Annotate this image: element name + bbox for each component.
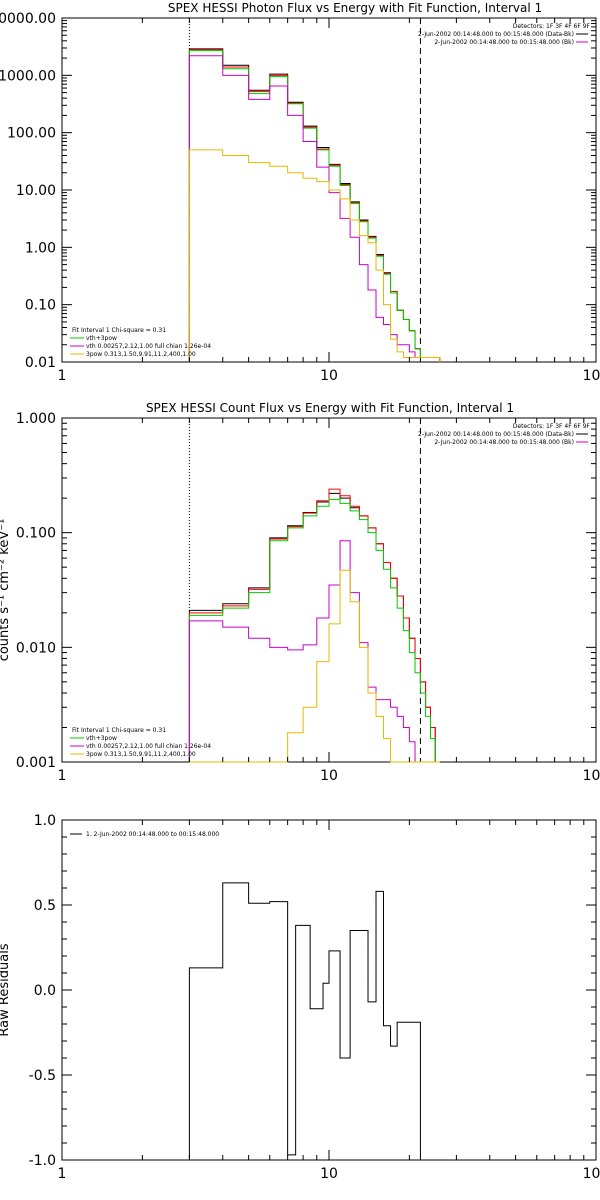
photon-flux-series-3 xyxy=(188,55,441,362)
count-flux-title: SPEX HESSI Count Flux vs Energy with Fit… xyxy=(146,401,514,415)
photon-flux-legend-title: Fit Interval 1 Chi-square = 0.31 xyxy=(72,327,166,334)
count-flux-legend-title: Fit Interval 1 Chi-square = 0.31 xyxy=(72,727,166,734)
residuals-marks xyxy=(188,882,421,1160)
residuals-xtick-label: 100 xyxy=(583,1166,600,1182)
count-flux-info: Detectors: 1F 3F 4F 6F 9F 2-Jun-2002 00:… xyxy=(418,423,591,446)
count-flux-legend-label-2: vth+3pow xyxy=(86,735,117,742)
photon-flux-info-line-0: Detectors: 1F 3F 4F 6F 9F xyxy=(513,23,591,30)
photon-flux-ytick-label: 0000.00 xyxy=(0,11,56,27)
photon-flux-series-4 xyxy=(188,149,441,362)
photon-flux-xtick-label: 10 xyxy=(320,368,338,384)
count-flux-series-1 xyxy=(188,488,440,763)
count-flux-ylabel: counts s⁻¹ cm⁻² keV⁻¹ xyxy=(0,519,12,662)
count-flux-legend: Fit Interval 1 Chi-square = 0.31 vth+3po… xyxy=(72,727,211,758)
photon-flux-ytick-label: 1.00 xyxy=(25,240,56,256)
count-flux-marks xyxy=(70,418,588,763)
photon-flux-legend-label-2: vth+3pow xyxy=(86,335,117,342)
residuals-ticks: 1 10 100 -1.0 -0.5 0.0 0.5 1.0 xyxy=(29,813,600,1182)
count-flux-xtick-label: 1 xyxy=(58,768,67,784)
photon-flux-info-line-2: 2-Jun-2002 00:14:48.000 to 00:15:48.000 … xyxy=(434,39,574,46)
count-flux-ytick-label: 1.000 xyxy=(16,411,56,427)
count-flux-series-3 xyxy=(188,540,440,763)
count-flux-info-line-1: 2-Jun-2002 00:14:48.000 to 00:15:48.000 … xyxy=(418,431,574,438)
count-flux-series-4 xyxy=(189,569,440,763)
photon-flux-ytick-label: 100.00 xyxy=(7,126,56,142)
photon-flux-series-1 xyxy=(188,49,441,362)
photon-flux-info: Detectors: 1F 3F 4F 6F 9F 2-Jun-2002 00:… xyxy=(418,23,591,46)
photon-flux-xtick-label: 100 xyxy=(583,368,600,384)
photon-flux-ytick-label: 0.10 xyxy=(25,298,56,314)
count-flux-xtick-label: 100 xyxy=(583,768,600,784)
photon-flux-legend: Fit Interval 1 Chi-square = 0.31 vth+3po… xyxy=(72,327,211,358)
residuals-legend: 1. 2-Jun-2002 00:14:48.000 to 00:15:48.0… xyxy=(70,831,219,838)
count-flux-ytick-label: 0.001 xyxy=(16,755,56,771)
photon-flux-info-line-1: 2-Jun-2002 00:14:48.000 to 00:15:48.000 … xyxy=(418,31,574,38)
residuals-legend-label: 1. 2-Jun-2002 00:14:48.000 to 00:15:48.0… xyxy=(86,831,219,838)
count-flux-panel: SPEX HESSI Count Flux vs Energy with Fit… xyxy=(0,401,600,784)
photon-flux-legend-label-3: vth 0.00257,2.12,1.00 full chian 1.26e-0… xyxy=(86,343,211,350)
residuals-ylabel: Raw Residuals xyxy=(0,943,12,1036)
photon-flux-series-0 xyxy=(188,48,441,362)
count-flux-series-0 xyxy=(188,492,440,763)
count-flux-info-line-0: Detectors: 1F 3F 4F 6F 9F xyxy=(513,423,591,430)
photon-flux-ytick-label: 1000.00 xyxy=(0,68,56,84)
count-flux-series-2 xyxy=(188,498,440,763)
photon-flux-legend-label-4: 3pow 0.313,1.50,9.91,11.2,400,1.00 xyxy=(86,351,196,358)
residuals-plot-frame xyxy=(61,819,597,1161)
photon-flux-xtick-label: 1 xyxy=(58,368,67,384)
count-flux-ticks: 1 10 100 0.001 0.010 0.100 1.000 xyxy=(16,411,600,784)
residuals-ytick-label: 0.0 xyxy=(34,983,56,999)
residuals-xtick-label: 10 xyxy=(320,1166,338,1182)
residuals-panel: 1 10 100 -1.0 -0.5 0.0 0.5 1.0 Raw Residuals 1.… xyxy=(0,813,600,1182)
photon-flux-ytick-label: 10.00 xyxy=(16,183,56,199)
count-flux-ytick-label: 0.010 xyxy=(16,640,56,656)
count-flux-legend-label-4: 3pow 0.313,1.50,9.91,11.2,400,1.00 xyxy=(86,751,196,758)
count-flux-legend-label-3: vth 0.00257,2.12,1.00 full chian 1.26e-0… xyxy=(86,743,211,750)
photon-flux-title: SPEX HESSI Photon Flux vs Energy with Fi… xyxy=(168,1,542,15)
count-flux-info-line-2: 2-Jun-2002 00:14:48.000 to 00:15:48.000 … xyxy=(434,439,574,446)
photon-flux-marks xyxy=(70,18,588,362)
photon-flux-ticks: 1 10 100 0.01 0.10 1.00 10.00 100.00 1000.00 0000… xyxy=(0,11,600,384)
count-flux-ytick-label: 0.100 xyxy=(16,526,56,542)
photon-flux-ytick-label: 0.01 xyxy=(25,355,56,371)
residuals-xtick-label: 1 xyxy=(58,1166,67,1182)
count-flux-xtick-label: 10 xyxy=(320,768,338,784)
photon-flux-series-2 xyxy=(188,50,441,362)
photon-flux-panel: SPEX HESSI Photon Flux vs Energy with Fi… xyxy=(0,1,600,384)
residuals-ytick-label: 1.0 xyxy=(34,813,56,829)
residuals-ytick-label: -0.5 xyxy=(29,1068,56,1084)
residuals-ytick-label: 0.5 xyxy=(34,898,56,914)
residuals-ytick-label: -1.0 xyxy=(29,1153,56,1169)
residuals-series-0 xyxy=(188,882,421,1160)
